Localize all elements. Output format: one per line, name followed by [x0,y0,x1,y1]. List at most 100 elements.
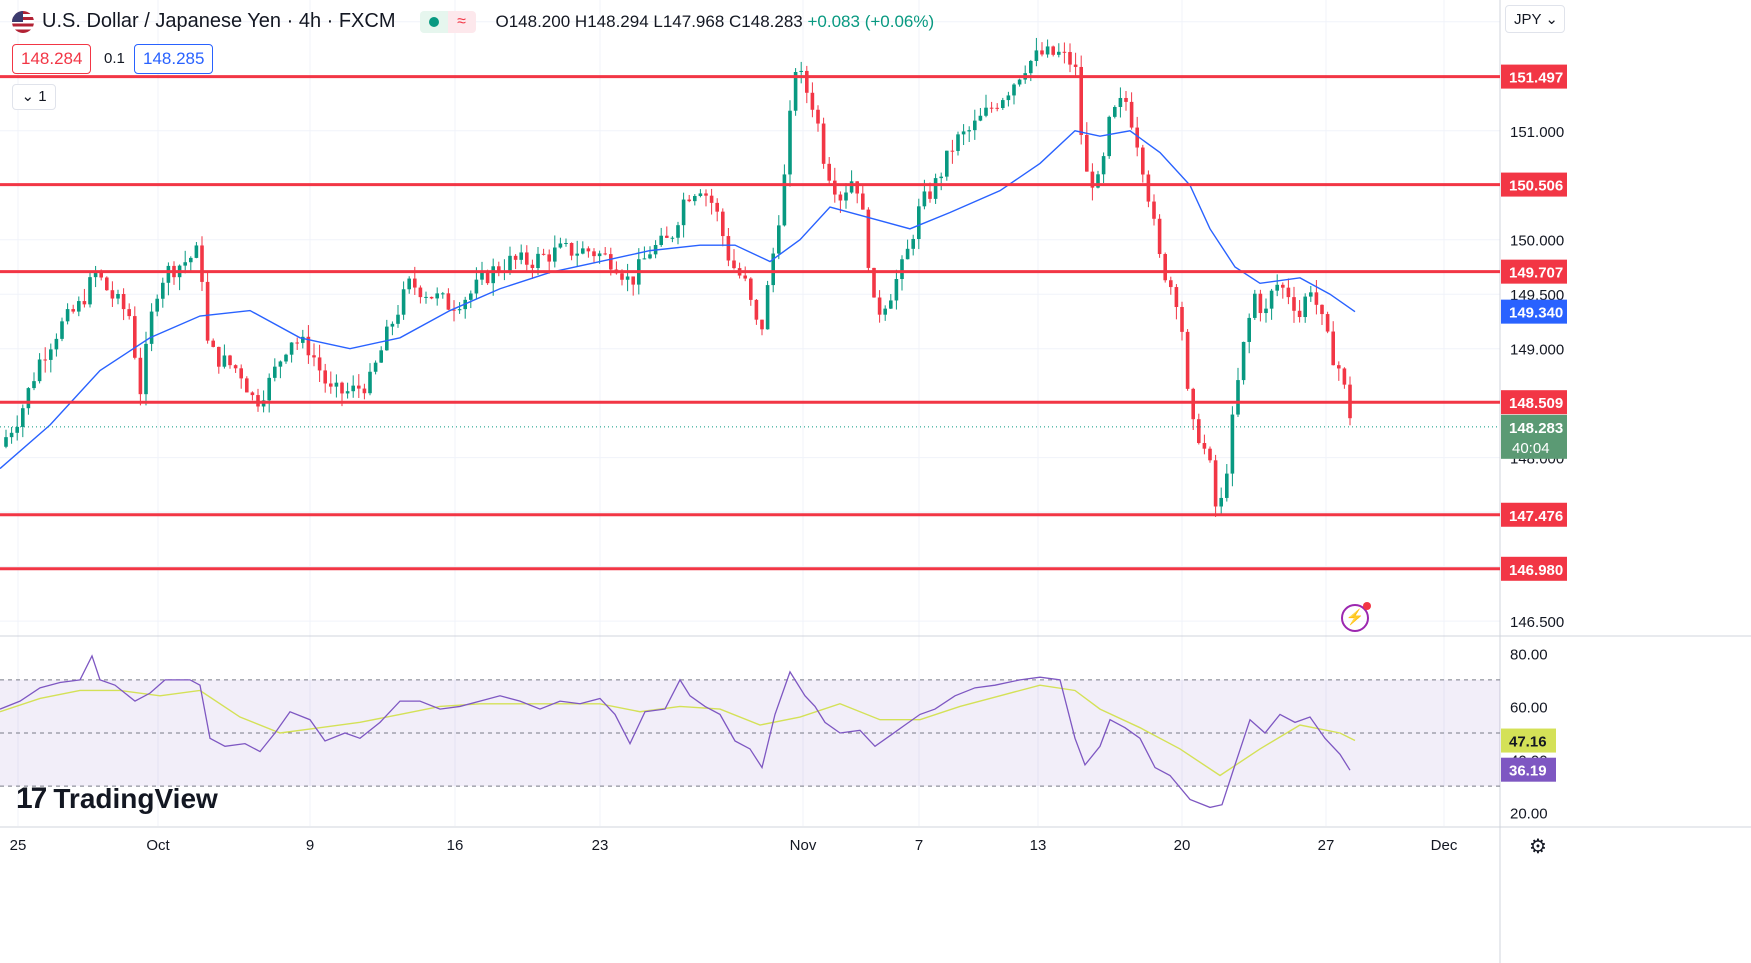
time-tick-label: 25 [10,837,27,854]
candle-body [1129,101,1134,128]
candle-body [127,309,131,317]
currency-label: JPY [1514,11,1542,28]
candle-body [60,321,64,339]
candle-body [82,301,87,305]
candle-body [88,277,92,305]
candle-body [357,385,361,389]
candle-body [973,120,977,131]
level-price-tag [1501,502,1567,527]
candle-body [1079,66,1083,135]
time-tick-label: Dec [1431,837,1458,854]
candle-body [49,349,53,360]
candle-body [1118,97,1123,108]
candle-body [1320,304,1324,315]
candle-body [704,193,708,196]
candle-body [340,382,344,394]
candle-body [189,257,193,263]
rsi-ma-line [0,684,1356,777]
currency-selector[interactable]: JPY ⌄ [1505,5,1565,33]
candle-body [1141,147,1145,175]
candle-body [508,255,512,272]
candle-body [799,70,803,73]
gear-icon[interactable]: ⚙ [1529,836,1547,858]
candle-body [715,202,719,212]
candle-body [1180,306,1184,332]
candle-body [1236,380,1240,415]
candle-body [1281,284,1285,288]
market-open-icon[interactable] [419,10,448,33]
candle-body [844,192,848,201]
price-tick-label: 150.000 [1510,233,1564,250]
candle-body [788,110,792,175]
candle-body [32,381,36,389]
level-price-tag [1501,556,1567,581]
candle-body [866,209,871,268]
candle-body [1309,292,1313,297]
candle-body [1191,388,1195,420]
candle-body [99,271,103,278]
tradingview-logo: 17 TradingView [16,782,218,816]
indicators-collapse-button[interactable]: ⌄ 1 [12,84,56,110]
candle-body [362,388,367,394]
candle-body [777,225,781,254]
candle-body [217,346,221,367]
time-tick-label: 13 [1030,837,1047,854]
candle-body [1034,50,1039,61]
symbol-title[interactable]: U.S. Dollar / Japanese Yen · 4h · FXCM [42,10,396,32]
candle-body [569,243,574,256]
candle-body [793,72,798,111]
time-tick-label: 27 [1318,837,1335,854]
price-tick-label: 149.000 [1510,342,1564,359]
ohlc-change: +0.083 (+0.06%) [807,11,935,31]
candle-body [827,163,831,181]
candle-body [37,359,42,382]
candle-body [558,243,563,248]
candle-body [659,235,663,246]
data-delay-icon[interactable]: ≈ [447,10,476,33]
candle-body [418,287,423,298]
candle-body [894,279,899,301]
candle-body [541,253,546,255]
candle-body [978,115,983,121]
buy-button[interactable]: 148.285 [134,44,214,74]
candle-body [726,236,731,261]
candle-body [1152,201,1156,219]
candle-body [525,252,529,265]
level-price-label: 150.506 [1509,178,1563,195]
candle-body [161,282,165,299]
candle-body [1017,79,1022,85]
candle-body [603,253,607,255]
candle-body [1012,84,1016,96]
candle-body [1286,287,1291,298]
candle-body [441,293,445,295]
candle-body [681,199,686,226]
candle-body [1208,448,1212,461]
candle-body [301,336,305,343]
time-tick-label: 23 [592,837,609,854]
sell-button[interactable]: 148.284 [12,44,92,74]
candle-body [1029,60,1033,74]
candle-body [1068,52,1072,65]
candle-body [329,383,333,387]
candle-body [1124,97,1128,102]
flash-icon[interactable]: ⚡ [1341,602,1371,632]
level-price-tag [1501,172,1567,197]
candle-body [513,255,518,260]
candle-body [183,262,187,266]
candle-body [1085,134,1089,172]
candle-body [351,385,355,392]
candle-body [648,254,652,259]
candle-body [54,338,59,350]
candle-body [1113,107,1117,117]
candle-body [407,278,411,290]
candle-body [9,432,14,438]
candle-body [855,181,859,194]
candle-body [575,253,579,256]
candle-body [536,253,540,269]
candle-body [26,388,31,409]
candle-body [642,258,647,260]
candle-body [547,254,551,262]
ma-price-label: 149.340 [1509,305,1563,322]
ma-price-tag [1501,299,1567,324]
